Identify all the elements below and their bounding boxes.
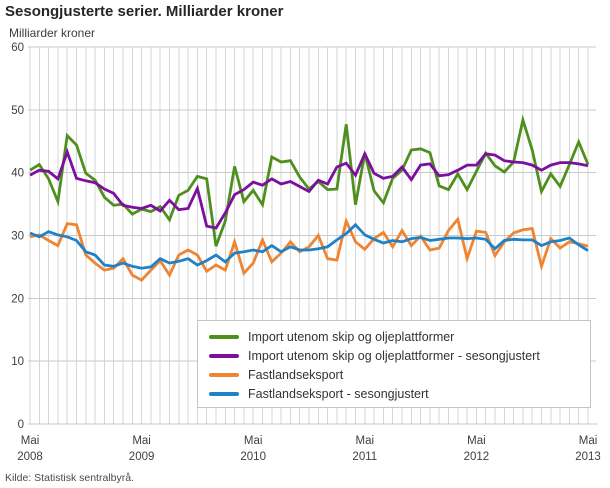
svg-text:30: 30 [11,231,24,243]
legend-swatch-blue-line [209,391,239,396]
svg-text:60: 60 [11,42,24,54]
svg-text:2009: 2009 [129,451,155,463]
svg-text:2012: 2012 [464,451,490,463]
legend-label: Fastlandseksport - sesongjustert [248,386,429,401]
legend-label: Fastlandseksport [248,367,344,382]
legend-swatch-green-line [209,334,239,339]
legend-label: Import utenom skip og oljeplattformer - … [248,348,540,363]
svg-text:Mai: Mai [21,435,40,447]
svg-text:50: 50 [11,105,24,117]
svg-text:10: 10 [11,356,24,368]
y-axis-unit-label: Milliarder kroner [9,26,96,40]
chart-title: Sesongjusterte serier. Milliarder kroner [5,3,284,20]
svg-text:Mai: Mai [244,435,263,447]
legend-item-import: Import utenom skip og oljeplattformer [209,327,590,346]
legend-item-import-seasonally-adjusted: Import utenom skip og oljeplattformer - … [209,346,590,365]
svg-text:Mai: Mai [579,435,598,447]
svg-text:Mai: Mai [467,435,486,447]
svg-text:Mai: Mai [356,435,375,447]
legend-swatch-purple-line [209,353,239,358]
legend: Import utenom skip og oljeplattformer Im… [197,320,591,408]
legend-label: Import utenom skip og oljeplattformer [248,329,455,344]
svg-text:0: 0 [18,419,24,431]
svg-text:2010: 2010 [240,451,266,463]
svg-text:Mai: Mai [132,435,151,447]
svg-text:2013: 2013 [575,451,601,463]
source-note: Kilde: Statistisk sentralbyrå. [5,472,134,484]
svg-text:20: 20 [11,293,24,305]
svg-text:40: 40 [11,168,24,180]
svg-text:2008: 2008 [17,451,43,463]
svg-text:2011: 2011 [352,451,377,463]
legend-item-mainland-exports-seasonally-adjusted: Fastlandseksport - sesongjustert [209,384,590,403]
legend-item-mainland-exports: Fastlandseksport [209,365,590,384]
legend-swatch-orange-line [209,372,239,377]
